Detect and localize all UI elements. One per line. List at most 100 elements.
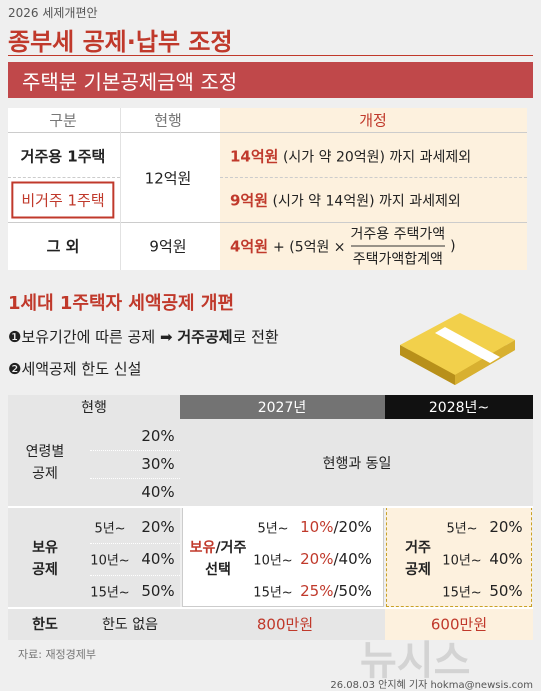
rate-pair: 25%/50% [300,582,372,600]
rule [8,177,120,178]
arrow: ➡ [159,328,173,346]
row-category: 거주용 1주택 [20,147,106,166]
bullet-text: 보유기간에 따른 공제 [21,328,156,346]
period: 5년~ [446,521,478,537]
table1-right [220,108,527,270]
fraction: 거주용 주택가액 주택가액합계액 [350,224,446,269]
col-header: 개정 [359,111,387,130]
header-2027 [180,395,385,419]
rate: 50% [489,582,523,600]
current-amount: 9억원 [149,237,187,256]
numerator: 거주용 주택가액 [350,224,446,247]
period: 10년~ [253,553,293,569]
marker: ❷ [8,360,22,378]
marker: ❶ [8,328,22,346]
formula-start: + (5억원 × [273,239,346,255]
rate: 40% [141,483,175,501]
header-2028 [385,395,533,419]
period: 10년~ [90,553,130,569]
col-header: 구분 [49,111,77,130]
limit: 800만원 [256,615,314,634]
col-header: 2028년~ [428,400,490,416]
rule [120,108,121,270]
rule [90,450,180,451]
rate: 40% [141,550,175,568]
rate: /20% [333,518,372,536]
row-label: 보유 공제 [32,540,58,578]
rate-pair: 10%/20% [300,518,372,536]
rate: /50% [333,582,372,600]
source: 자료: 재정경제부 [18,648,97,661]
label-part: /거주 [215,540,247,556]
amount: 9억원 [230,191,269,210]
rule [8,506,533,508]
limit: 한도 없음 [102,617,158,633]
formula: 4억원 + (5억원 × 거주용 주택가액 주택가액합계액 ) [230,224,456,269]
limit-2027 [180,608,385,640]
row-label: 한도 [32,617,58,633]
note: (시가 약 14억원) 까지 과세제외 [272,193,461,210]
rate: 40% [489,550,523,568]
watermark: 뉴시스 [360,638,471,684]
rate: 30% [141,455,175,473]
rate: /40% [333,550,372,568]
col-header: 현행 [81,400,107,416]
bullet-text: 세액공제 한도 신설 [21,360,142,378]
limit: 600만원 [430,615,488,634]
section-title: 1세대 1주택자 세액공제 개편 [8,293,235,314]
rate: 10% [300,518,334,536]
rule [8,222,527,223]
rate-pair: 20%/40% [300,550,372,568]
label-part: 선택 [205,562,231,578]
emphasis: 거주공제 [177,328,233,346]
limit-2028 [385,608,533,640]
amount: 4억원 [230,237,269,256]
label-part: 보유 [189,540,216,556]
rate: 20% [141,518,175,536]
rule [220,177,527,178]
banner-text: 주택분 기본공제금액 조정 [22,70,238,94]
kicker: 2026 세제개편안 [8,6,98,20]
row-category: 비거주 1주택 [11,181,115,219]
credit: 26.08.03 안지혜 기자 hokma@newsis.com [330,680,533,691]
rate: 50% [141,582,175,600]
title: 종부세 공제·납부 조정 [8,28,233,56]
money-icon [400,313,515,385]
col-header: 2027년 [257,400,307,416]
row-label: 연령별 공제 [25,444,65,482]
rule [90,478,180,479]
row-category: 그 외 [46,237,80,256]
rate: 20% [489,518,523,536]
rule [90,575,180,576]
rate: 20% [141,427,175,445]
rule [8,607,533,609]
note: (시가 약 20억원) 까지 과세제외 [282,149,472,166]
denominator: 주택가액합계액 [352,251,443,268]
holding-2027 [182,507,384,607]
note: 현행과 동일 [322,456,392,472]
formula-end: ) [450,238,456,254]
rule [90,543,180,544]
rate: 25% [300,582,334,600]
bullet: ❷세액공제 한도 신설 [8,358,141,379]
revised: 14억원 (시가 약 20억원) 까지 과세제외 [230,146,471,167]
amount: 14억원 [230,147,279,166]
current-col [8,395,180,640]
current-amount: 12억원 [144,169,192,188]
col-header: 현행 [154,111,182,130]
period: 10년~ [442,553,482,569]
period: 5년~ [257,521,289,537]
row-label: 거주 공제 [405,540,431,578]
bullet-tail: 로 전환 [232,328,279,346]
rule [8,132,527,133]
period: 5년~ [94,521,126,537]
age-row [180,419,533,506]
holding-2028 [386,507,532,607]
bullet: ❶보유기간에 따른 공제 ➡ 거주공제로 전환 [8,326,279,347]
period: 15년~ [90,585,130,601]
period: 15년~ [253,585,293,601]
period: 15년~ [442,585,482,601]
revised: 9억원 (시가 약 14억원) 까지 과세제외 [230,190,461,211]
